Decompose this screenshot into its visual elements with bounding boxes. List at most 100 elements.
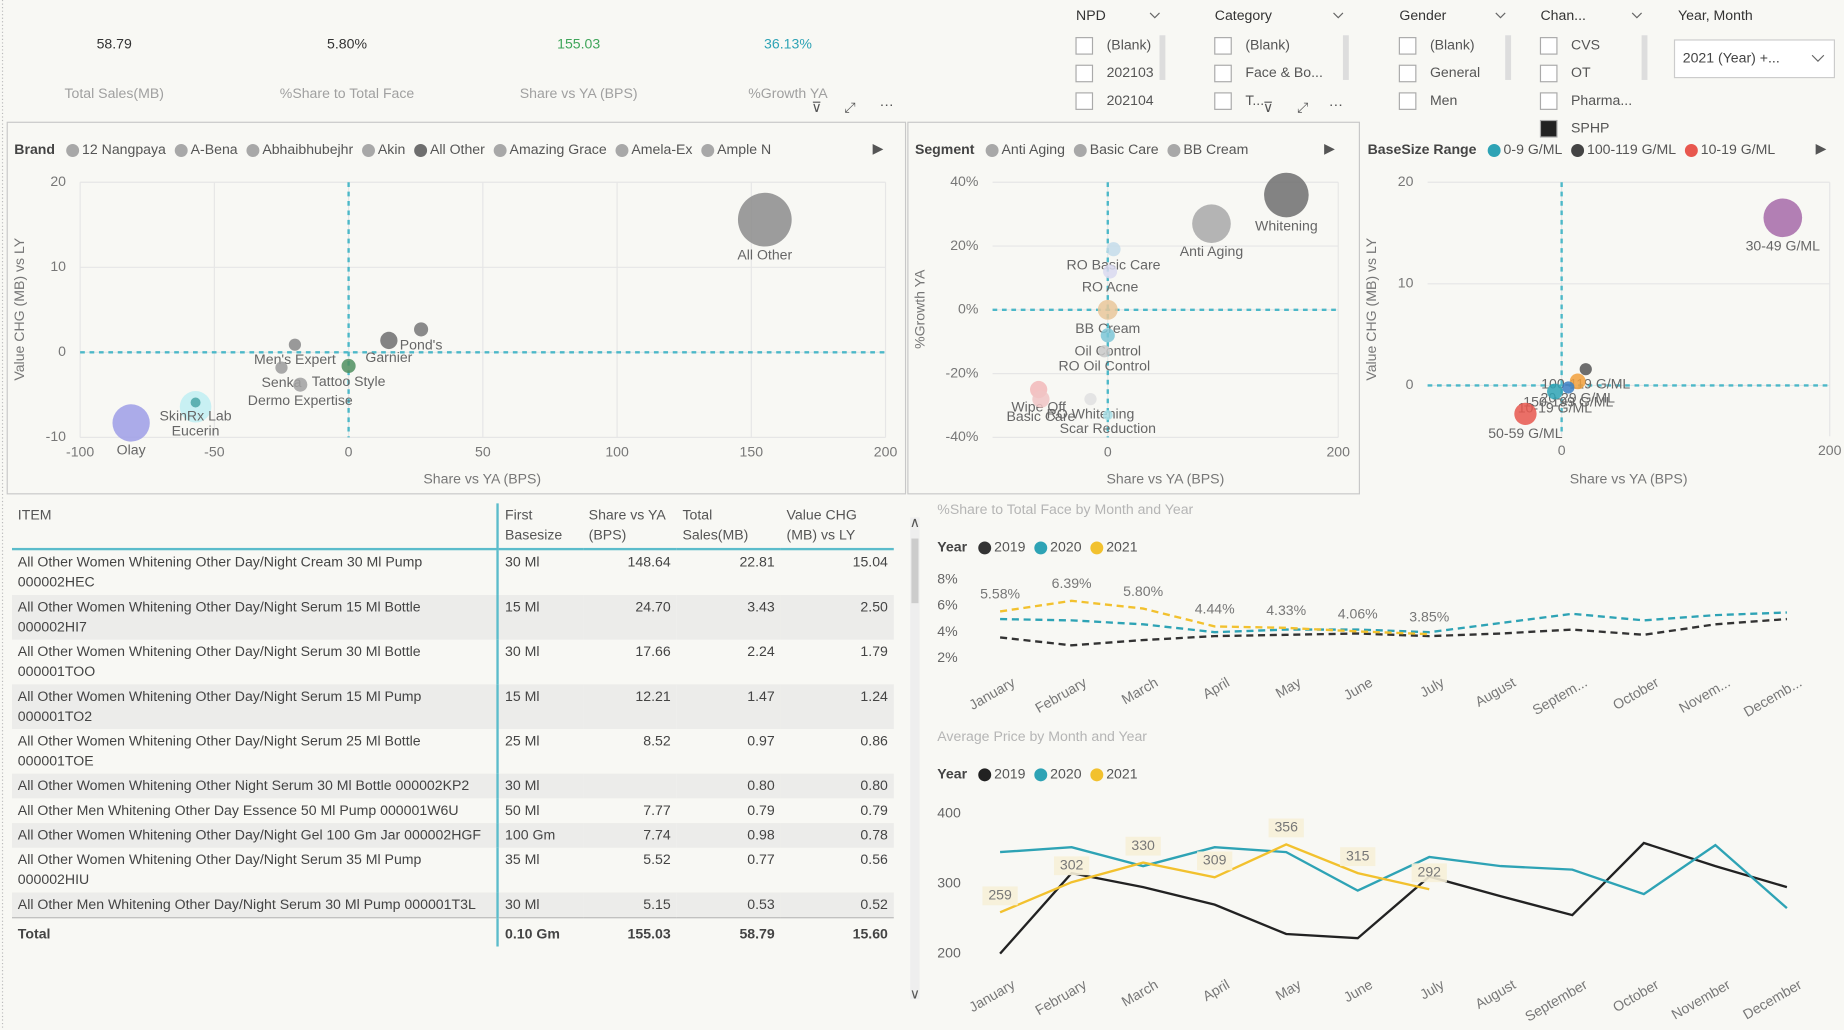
legend-label[interactable]: 10-19 G/ML	[1701, 141, 1776, 157]
column-header[interactable]: First Basesize	[497, 503, 583, 551]
bubble[interactable]	[288, 338, 302, 351]
filter-icon[interactable]: ⊽	[811, 99, 821, 115]
legend-label[interactable]: All Other	[430, 141, 485, 157]
checkbox[interactable]	[1539, 64, 1558, 83]
bubble[interactable]	[293, 377, 308, 392]
bubble[interactable]	[1100, 328, 1115, 343]
legend-label[interactable]: Amazing Grace	[510, 141, 607, 157]
slicer-item[interactable]: Face & Bo...	[1245, 64, 1323, 80]
bubble[interactable]	[1763, 198, 1803, 238]
legend-label[interactable]: 2019	[994, 766, 1026, 782]
table-row: All Other Women Whitening Other Night Se…	[11, 773, 894, 799]
legend-scroll[interactable]: ▶	[873, 140, 884, 156]
filter-icon[interactable]: ⊽	[1263, 99, 1273, 115]
bubble[interactable]	[1562, 381, 1575, 394]
line-series	[1000, 611, 1787, 634]
legend-label[interactable]: 2020	[1050, 766, 1082, 782]
bubble[interactable]	[1264, 172, 1309, 218]
slicer-item[interactable]: Men	[1430, 92, 1457, 108]
bubble[interactable]	[1579, 363, 1592, 376]
slicer-item[interactable]: 202103	[1107, 64, 1154, 80]
focus-icon[interactable]: ⤢	[1297, 99, 1308, 115]
dropdown[interactable]	[1673, 39, 1836, 79]
more-icon[interactable]: ⋯	[1329, 97, 1343, 113]
checkbox[interactable]	[1214, 37, 1232, 55]
legend-label[interactable]: 12 Nangpaya	[82, 141, 166, 157]
table-cell: 1.24	[780, 684, 894, 729]
checkbox[interactable]	[1075, 92, 1094, 110]
checkbox[interactable]	[1214, 92, 1232, 110]
column-header[interactable]: ITEM	[11, 503, 500, 551]
legend-label[interactable]: 2020	[1050, 539, 1082, 555]
x-tick-label: 50	[475, 443, 491, 459]
bubble[interactable]	[1106, 242, 1121, 257]
checkbox[interactable]	[1075, 64, 1094, 83]
legend-label[interactable]: 0-9 G/ML	[1504, 141, 1563, 157]
slicer-item[interactable]: (Blank)	[1245, 37, 1290, 53]
legend-scroll[interactable]: ▶	[1816, 140, 1827, 156]
legend-scroll[interactable]: ▶	[1324, 140, 1335, 156]
slicer-item[interactable]: 202104	[1107, 92, 1154, 108]
slicer-chevron[interactable]	[1631, 12, 1643, 19]
scrollbar-thumb[interactable]	[911, 538, 919, 604]
checkbox[interactable]	[1214, 64, 1232, 83]
dropdown-value[interactable]: 2021 (Year) +...	[1683, 50, 1780, 66]
checkbox[interactable]	[1398, 37, 1417, 55]
slicer-chevron[interactable]	[1149, 12, 1160, 19]
bubble[interactable]	[1098, 345, 1111, 358]
bubble[interactable]	[1084, 393, 1097, 406]
checkbox[interactable]	[1539, 92, 1558, 110]
slicer-item[interactable]: SPHP	[1571, 119, 1609, 135]
legend-label[interactable]: 100-119 G/ML	[1587, 141, 1676, 157]
slicer-item[interactable]: T...	[1245, 92, 1264, 108]
slicer-item[interactable]: (Blank)	[1430, 37, 1475, 53]
slicer-item[interactable]: OT	[1571, 64, 1591, 80]
legend-label[interactable]: 2021	[1106, 539, 1138, 555]
bubble[interactable]	[1103, 264, 1118, 279]
bubble[interactable]	[1547, 383, 1563, 400]
checkbox[interactable]	[1398, 92, 1417, 110]
bubble[interactable]	[1102, 410, 1113, 421]
bubble[interactable]	[341, 358, 356, 374]
checkbox[interactable]	[1075, 37, 1094, 55]
legend-label[interactable]: A-Bena	[191, 141, 238, 157]
more-icon[interactable]: ⋯	[880, 97, 894, 113]
checkbox[interactable]	[1398, 64, 1417, 83]
bubble[interactable]	[190, 397, 201, 408]
legend-label[interactable]: 2021	[1106, 766, 1138, 782]
slicer-chevron[interactable]	[1333, 12, 1344, 19]
bubble[interactable]	[1514, 402, 1537, 426]
legend-label[interactable]: Ample N	[717, 141, 771, 157]
slicer-item[interactable]: CVS	[1571, 37, 1600, 53]
slicer-item[interactable]: Pharma...	[1571, 92, 1632, 108]
bubble[interactable]	[380, 331, 398, 350]
legend-label[interactable]: Abhaibhubejhr	[262, 141, 353, 157]
legend-label[interactable]: Basic Care	[1090, 141, 1159, 157]
slicer-item[interactable]: General	[1430, 64, 1480, 80]
bubble[interactable]	[275, 361, 288, 374]
legend-label[interactable]: Amela-Ex	[631, 141, 692, 157]
column-header[interactable]: Value CHG (MB) vs LY	[780, 503, 894, 551]
bubble[interactable]	[1032, 390, 1050, 408]
bubble[interactable]	[414, 322, 429, 337]
legend-label[interactable]: BB Cream	[1183, 141, 1248, 157]
bubble[interactable]	[1192, 204, 1231, 244]
slicer-item[interactable]: (Blank)	[1107, 37, 1152, 53]
scroll-up[interactable]: ∧	[910, 514, 920, 530]
legend-label[interactable]: 2019	[994, 539, 1026, 555]
checkbox[interactable]	[1539, 37, 1558, 55]
legend-label[interactable]: Anti Aging	[1002, 141, 1065, 157]
column-header[interactable]: Share vs YA (BPS)	[582, 503, 677, 551]
scroll-down[interactable]: ∨	[910, 985, 920, 1001]
legend-label[interactable]: Akin	[378, 141, 405, 157]
column-header[interactable]: Total Sales(MB)	[676, 503, 781, 551]
table-cell: 15 Ml	[497, 684, 583, 729]
checkbox[interactable]	[1539, 119, 1558, 138]
slicer-chevron[interactable]	[1495, 12, 1506, 19]
bubble[interactable]	[112, 404, 150, 442]
focus-icon[interactable]: ⤢	[844, 99, 855, 115]
bubble[interactable]	[1097, 299, 1118, 320]
bubble[interactable]	[737, 192, 792, 247]
legend-marker	[1034, 768, 1048, 782]
